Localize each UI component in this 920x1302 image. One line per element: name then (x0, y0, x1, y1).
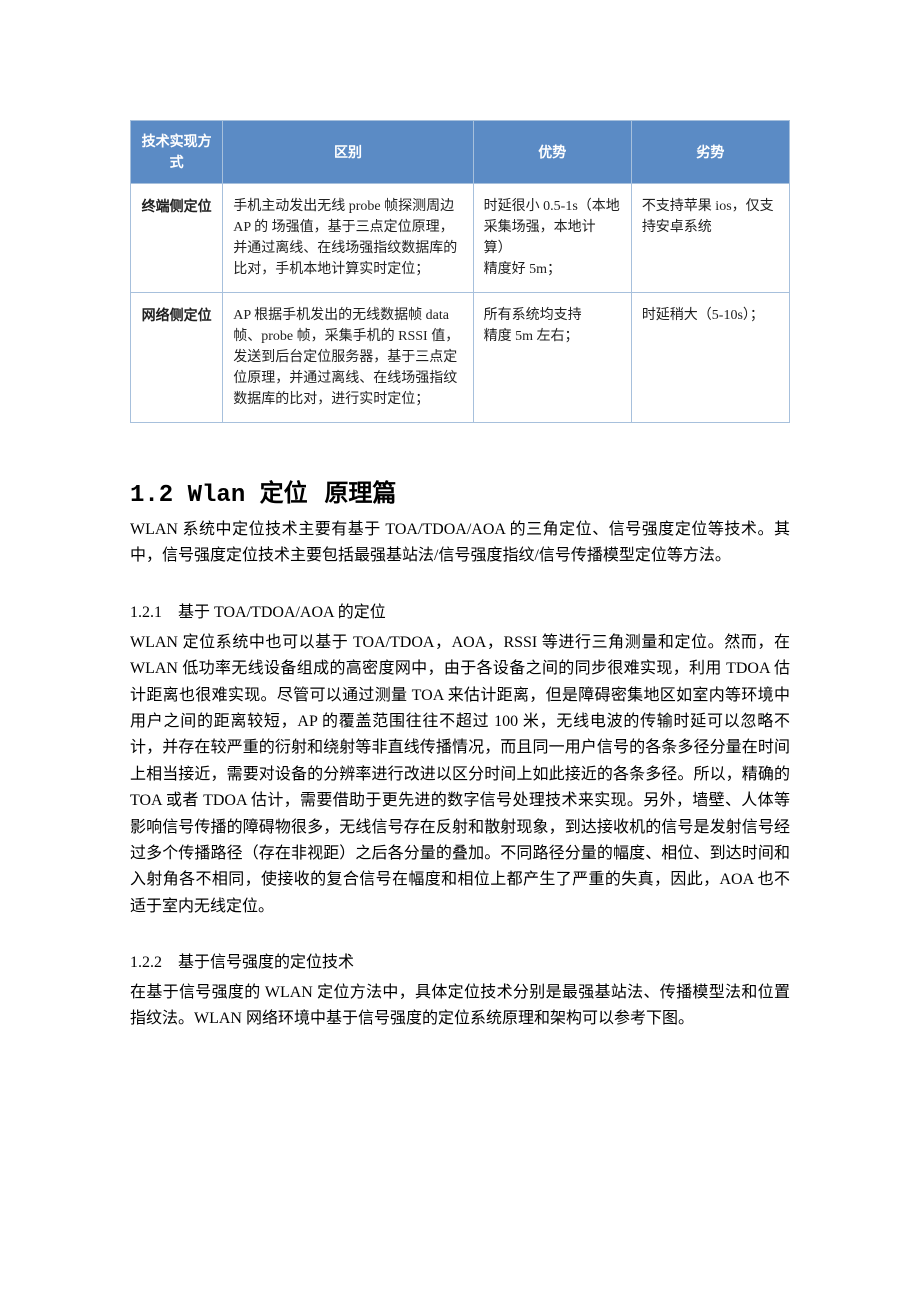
table-row: 网络侧定位 AP 根据手机发出的无线数据帧 data 帧、probe 帧，采集手… (131, 293, 790, 423)
subsection-body: WLAN 定位系统中也可以基于 TOA/TDOA，AOA，RSSI 等进行三角测… (130, 630, 790, 920)
table-cell-diff: 手机主动发出无线 probe 帧探测周边 AP 的 场强值，基于三点定位原理，并… (223, 184, 473, 293)
table-row: 终端侧定位 手机主动发出无线 probe 帧探测周边 AP 的 场强值，基于三点… (131, 184, 790, 293)
section-title-b: 原理篇 (324, 482, 396, 509)
subsection-heading: 1.2.1 基于 TOA/TDOA/AOA 的定位 (130, 598, 790, 622)
table-row-label: 网络侧定位 (131, 293, 223, 423)
table-header-cell: 技术实现方式 (131, 121, 223, 184)
subsection-heading: 1.2.2 基于信号强度的定位技术 (130, 948, 790, 972)
table-cell-dis: 时延稍大（5-10s）； (631, 293, 789, 423)
table-cell-adv: 时延很小 0.5-1s（本地采集场强，本地计算）精度好 5m； (473, 184, 631, 293)
table-header-cell: 劣势 (631, 121, 789, 184)
comparison-table: 技术实现方式 区别 优势 劣势 终端侧定位 手机主动发出无线 probe 帧探测… (130, 120, 790, 423)
table-row-label: 终端侧定位 (131, 184, 223, 293)
table-header-row: 技术实现方式 区别 优势 劣势 (131, 121, 790, 184)
subsection-body: 在基于信号强度的 WLAN 定位方法中，具体定位技术分别是最强基站法、传播模型法… (130, 980, 790, 1033)
document-page: 技术实现方式 区别 优势 劣势 终端侧定位 手机主动发出无线 probe 帧探测… (0, 0, 920, 1133)
table-cell-adv: 所有系统均支持精度 5m 左右； (473, 293, 631, 423)
table-header-cell: 区别 (223, 121, 473, 184)
table-header-cell: 优势 (473, 121, 631, 184)
section-title-a: Wlan 定位 (188, 482, 308, 509)
section-heading: 1.2 Wlan 定位原理篇 (130, 473, 790, 509)
table-cell-dis: 不支持苹果 ios，仅支持安卓系统 (631, 184, 789, 293)
section-number: 1.2 (130, 482, 173, 509)
section-intro: WLAN 系统中定位技术主要有基于 TOA/TDOA/AOA 的三角定位、信号强… (130, 517, 790, 570)
table-cell-diff: AP 根据手机发出的无线数据帧 data 帧、probe 帧，采集手机的 RSS… (223, 293, 473, 423)
